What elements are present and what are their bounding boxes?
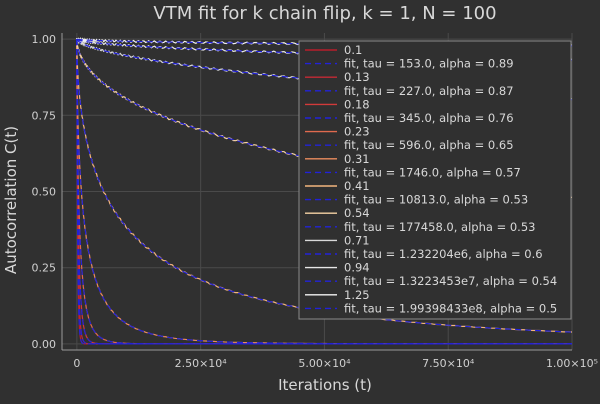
legend-label: fit, tau = 1.232204e6, alpha = 0.6 <box>344 247 543 261</box>
legend-label: 0.1 <box>344 43 362 57</box>
y-tick-label: 0.50 <box>32 186 57 199</box>
legend-label: 0.18 <box>344 97 370 111</box>
legend-label: fit, tau = 596.0, alpha = 0.65 <box>344 138 514 152</box>
fit-line-0-13 <box>76 39 572 345</box>
legend-label: fit, tau = 177458.0, alpha = 0.53 <box>344 220 535 234</box>
legend-label: 0.71 <box>344 233 370 247</box>
y-tick-label: 0.25 <box>32 262 57 275</box>
legend-label: fit, tau = 1.3223453e7, alpha = 0.54 <box>344 274 557 288</box>
y-axis-label: Autocorrelation C(t) <box>2 126 20 274</box>
legend-label: 0.54 <box>344 206 370 220</box>
x-axis-label: Iterations (t) <box>278 376 372 394</box>
legend-label: 1.25 <box>344 288 370 302</box>
x-tick-label: 0 <box>73 357 80 370</box>
legend-label: fit, tau = 345.0, alpha = 0.76 <box>344 111 514 125</box>
x-tick-label: 2.50×10⁴ <box>175 357 228 370</box>
chart-title: VTM fit for k chain flip, k = 1, N = 100 <box>153 3 496 24</box>
y-tick-label: 0.00 <box>32 338 57 351</box>
fit-line-0-31 <box>76 39 572 345</box>
y-tick-label: 0.75 <box>32 109 57 122</box>
x-tick-label: 1.00×10⁵ <box>546 357 598 370</box>
fit-line-0-71 <box>76 38 572 101</box>
fit-line-0-41 <box>76 39 572 333</box>
legend-label: 0.23 <box>344 125 370 139</box>
x-tick-label: 7.50×10⁴ <box>422 357 475 370</box>
legend-label: fit, tau = 227.0, alpha = 0.87 <box>344 84 514 98</box>
legend-label: fit, tau = 10813.0, alpha = 0.53 <box>344 193 528 207</box>
y-tick-label: 1.00 <box>32 33 57 46</box>
legend-label: 0.94 <box>344 261 370 275</box>
legend-label: 0.13 <box>344 70 370 84</box>
axes: 0 2.50×10⁴ 5.00×10⁴ 7.50×10⁴ 1.00×10⁵ 0.00 0.2… <box>32 33 598 370</box>
x-tick-label: 5.00×10⁴ <box>298 357 351 370</box>
legend-label: fit, tau = 1746.0, alpha = 0.57 <box>344 165 521 179</box>
legend-label: 0.31 <box>344 152 370 166</box>
legend-box <box>298 40 572 320</box>
legend-label: 0.41 <box>344 179 370 193</box>
legend-label: fit, tau = 1.99398433e8, alpha = 0.5 <box>344 301 557 315</box>
legend-label: fit, tau = 153.0, alpha = 0.89 <box>344 57 514 71</box>
